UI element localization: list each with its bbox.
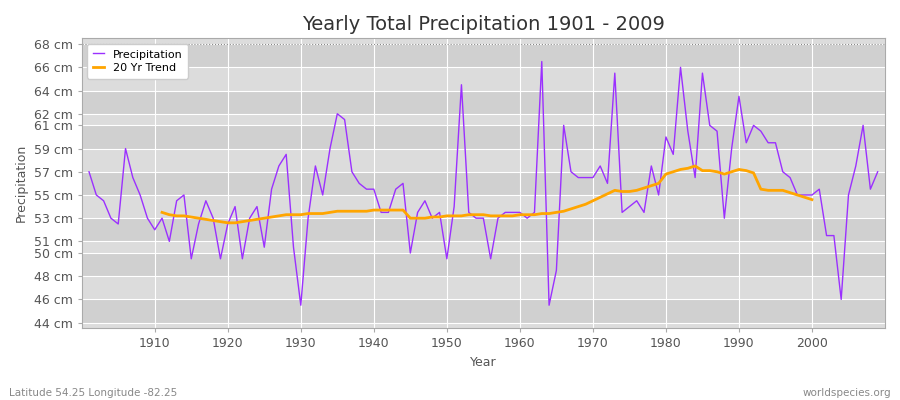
Bar: [82, 253, 885, 276]
Precipitation: [84, 169, 94, 174]
Bar: [82, 195, 885, 218]
Text: Latitude 54.25 Longitude -82.25: Latitude 54.25 Longitude -82.25: [9, 388, 177, 398]
Precipitation: [522, 216, 533, 220]
20 Yr Trend: [792, 192, 803, 197]
Precipitation: [616, 210, 627, 215]
Line: 20 Yr Trend: 20 Yr Trend: [162, 166, 812, 223]
Bar: [82, 125, 885, 148]
Bar: [82, 67, 885, 90]
Precipitation: [354, 181, 364, 186]
Title: Yearly Total Precipitation 1901 - 2009: Yearly Total Precipitation 1901 - 2009: [302, 15, 665, 34]
Precipitation: [536, 59, 547, 64]
Precipitation: [515, 210, 526, 215]
Bar: [82, 218, 885, 241]
Bar: [82, 90, 885, 114]
Line: Precipitation: Precipitation: [89, 62, 878, 305]
20 Yr Trend: [616, 189, 627, 194]
Bar: [82, 241, 885, 253]
20 Yr Trend: [222, 220, 233, 225]
Bar: [82, 300, 885, 323]
20 Yr Trend: [361, 209, 372, 214]
Bar: [82, 44, 885, 67]
Bar: [82, 114, 885, 125]
20 Yr Trend: [806, 197, 817, 202]
Precipitation: [142, 216, 153, 220]
Precipitation: [872, 169, 883, 174]
Bar: [82, 148, 885, 172]
Bar: [82, 276, 885, 300]
X-axis label: Year: Year: [470, 356, 497, 369]
20 Yr Trend: [726, 169, 737, 174]
20 Yr Trend: [689, 164, 700, 168]
Legend: Precipitation, 20 Yr Trend: Precipitation, 20 Yr Trend: [87, 44, 188, 78]
20 Yr Trend: [157, 210, 167, 215]
Precipitation: [295, 303, 306, 308]
Bar: [82, 172, 885, 195]
Text: worldspecies.org: worldspecies.org: [803, 388, 891, 398]
Y-axis label: Precipitation: Precipitation: [15, 144, 28, 222]
20 Yr Trend: [712, 169, 723, 174]
Precipitation: [310, 164, 320, 168]
20 Yr Trend: [252, 217, 263, 222]
